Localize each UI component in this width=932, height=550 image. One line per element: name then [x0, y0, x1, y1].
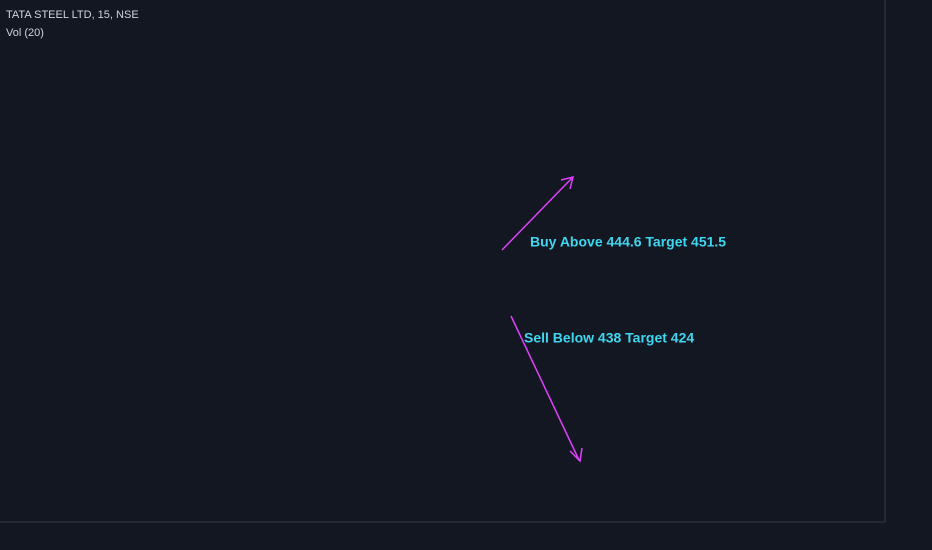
- arrow-head: [560, 175, 575, 190]
- chart-title: TATA STEEL LTD, 15, NSE: [6, 9, 139, 21]
- annotation: Sell Below 438 Target 424: [524, 330, 694, 346]
- arrow-up: [501, 177, 573, 251]
- volume-title: Vol (20): [6, 27, 44, 39]
- annotation: Buy Above 444.6 Target 451.5: [530, 234, 726, 250]
- arrow-head: [569, 447, 583, 463]
- axis-background: [885, 0, 932, 550]
- arrow-down: [510, 315, 580, 461]
- drawings: [501, 175, 583, 463]
